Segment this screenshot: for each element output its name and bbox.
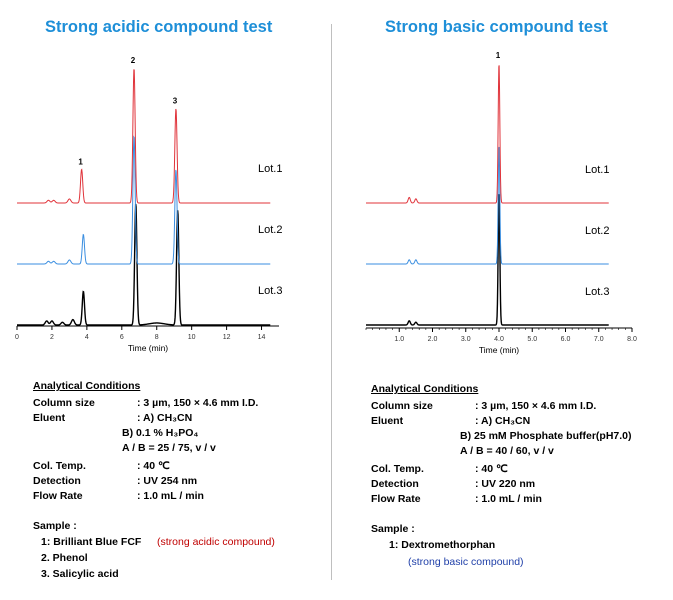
x-tick-label: 7.0 [594, 336, 604, 343]
x-tick-label: 8 [155, 334, 159, 341]
lot-label-3: Lot.3 [258, 285, 282, 297]
peak-label-1: 1 [78, 157, 83, 166]
detection-value: : UV 254 nm [137, 475, 198, 487]
conditions-header: Analytical Conditions [33, 380, 141, 392]
col-temp-label: Col. Temp. [371, 463, 424, 475]
flow-rate-value: : 1.0 mL / min [137, 490, 204, 502]
eluent-b: B) 0.1 % H₃PO₄ [122, 427, 199, 439]
x-tick-label: 2.0 [428, 336, 438, 343]
flow-rate-value: : 1.0 mL / min [475, 493, 542, 505]
x-tick-label: 1.0 [394, 336, 404, 343]
chart-title-basic: Strong basic compound test [385, 18, 608, 36]
x-axis-label: Time (min) [128, 343, 168, 353]
peak-label-3: 3 [173, 97, 178, 106]
col-temp-label: Col. Temp. [33, 460, 86, 472]
x-tick-label: 14 [258, 334, 266, 341]
column-size-value: : 3 µm, 150 × 4.6 mm I.D. [137, 397, 259, 409]
lot-label-2: Lot.2 [258, 224, 282, 236]
sample-note: (strong acidic compound) [157, 536, 275, 548]
eluent-ratio: A / B = 25 / 75, v / v [122, 442, 216, 454]
detection-value: : UV 220 nm [475, 478, 536, 490]
x-tick-label: 4 [85, 334, 89, 341]
eluent-a: : A) CH₃CN [475, 415, 531, 427]
flow-rate-label: Flow Rate [371, 493, 421, 505]
peak-label-2: 2 [131, 56, 136, 65]
x-axis-label: Time (min) [479, 345, 519, 355]
sample-1: 1: Dextromethorphan [389, 539, 496, 551]
series-line-lot2 [366, 146, 609, 265]
chart-title-acidic: Strong acidic compound test [45, 18, 273, 36]
series-line-lot1 [366, 65, 609, 204]
series-line-lot3 [17, 203, 271, 326]
sample-label: Sample : [371, 523, 415, 535]
detection-label: Detection [33, 475, 81, 487]
eluent-a: : A) CH₃CN [137, 412, 193, 424]
column-size-label: Column size [371, 400, 433, 412]
x-tick-label: 10 [188, 334, 196, 341]
detection-label: Detection [371, 478, 419, 490]
col-temp-value: : 40 ℃ [137, 460, 170, 472]
x-tick-label: 6 [120, 334, 124, 341]
sample-label: Sample : [33, 520, 77, 532]
lot-label-1: Lot.1 [258, 163, 282, 175]
eluent-label: Eluent [33, 412, 66, 424]
x-tick-label: 5.0 [527, 336, 537, 343]
column-size-value: : 3 µm, 150 × 4.6 mm I.D. [475, 400, 597, 412]
lot-label-1: Lot.1 [585, 164, 609, 176]
x-tick-label: 8.0 [627, 336, 637, 343]
sample-1: 1: Brilliant Blue FCF [41, 536, 142, 548]
x-tick-label: 2 [50, 334, 54, 341]
lot-label-2: Lot.2 [585, 225, 609, 237]
x-tick-label: 12 [223, 334, 231, 341]
conditions-header: Analytical Conditions [371, 383, 479, 395]
conditions-acidic: Analytical Conditions Column size : 3 µm… [33, 380, 331, 590]
eluent-ratio: A / B = 40 / 60, v / v [460, 445, 554, 457]
x-tick-label: 4.0 [494, 336, 504, 343]
panel-divider [331, 24, 332, 580]
series-line-lot1 [17, 69, 271, 204]
column-size-label: Column size [33, 397, 95, 409]
col-temp-value: : 40 ℃ [475, 463, 508, 475]
x-tick-label: 3.0 [461, 336, 471, 343]
conditions-basic: Analytical Conditions Column size : 3 µm… [371, 383, 669, 578]
eluent-b: B) 25 mM Phosphate buffer(pH7.0) [460, 430, 632, 442]
flow-rate-label: Flow Rate [33, 490, 83, 502]
lot-label-3: Lot.3 [585, 286, 609, 298]
x-tick-label: 0 [15, 334, 19, 341]
peak-label-1: 1 [496, 51, 501, 60]
sample-note: (strong basic compound) [408, 556, 524, 568]
eluent-label: Eluent [371, 415, 404, 427]
sample-3: 3. Salicylic acid [41, 568, 119, 580]
sample-2: 2. Phenol [41, 552, 88, 564]
x-tick-label: 6.0 [561, 336, 571, 343]
series-line-lot2 [17, 135, 271, 265]
series-line-lot3 [366, 194, 609, 326]
chromatogram-basic: 1.0 2.0 3.0 4.0 5.0 6.0 7.0 8.0 Time (min) Lot.3 L… [365, 51, 637, 355]
